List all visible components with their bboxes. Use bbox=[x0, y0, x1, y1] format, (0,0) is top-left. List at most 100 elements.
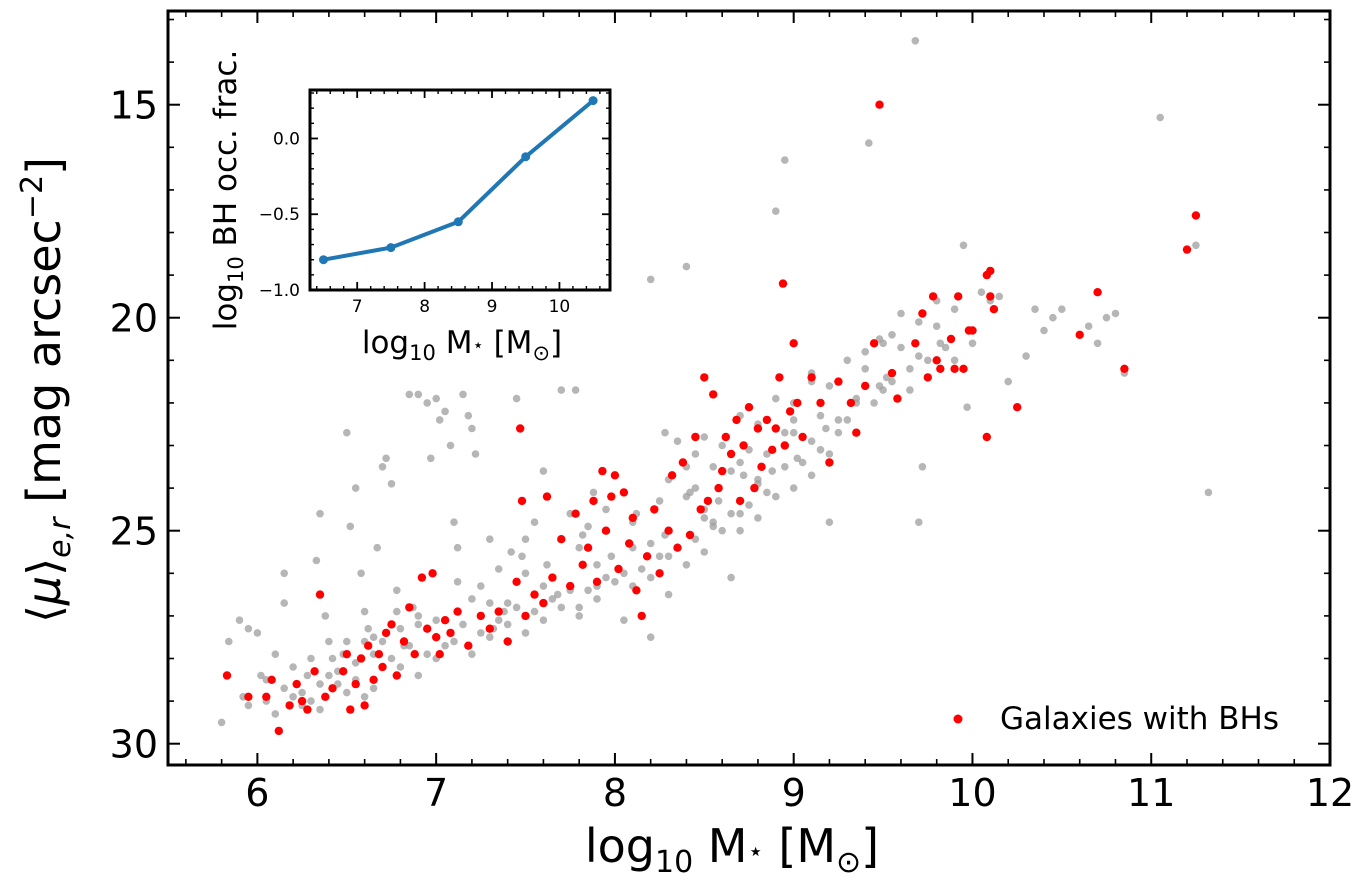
bh-galaxy-point bbox=[542, 492, 552, 501]
galaxy-point bbox=[915, 318, 923, 326]
galaxy-point bbox=[1084, 322, 1093, 331]
galaxy-point bbox=[950, 305, 959, 314]
bh-galaxy-point bbox=[852, 428, 861, 437]
main-axis-ticks bbox=[168, 11, 1331, 765]
bh-galaxy-point bbox=[417, 573, 427, 582]
galaxy-point bbox=[646, 539, 655, 548]
bh-galaxy-point bbox=[954, 292, 963, 301]
bh-galaxy-point bbox=[399, 637, 409, 646]
galaxy-point bbox=[593, 595, 601, 603]
galaxy-point bbox=[316, 705, 324, 714]
bh-galaxy-point bbox=[834, 377, 843, 386]
galaxy-point bbox=[950, 356, 959, 365]
inset-y-tick-label: 0.0 bbox=[273, 129, 300, 149]
galaxy-point bbox=[432, 616, 441, 624]
galaxy-point bbox=[396, 624, 405, 633]
bh-galaxy-point bbox=[428, 569, 437, 578]
legend-marker bbox=[953, 714, 963, 724]
galaxy-point bbox=[727, 509, 735, 518]
galaxy-point bbox=[325, 637, 333, 646]
galaxy-point bbox=[351, 659, 360, 667]
galaxy-point bbox=[298, 688, 306, 697]
galaxy-point bbox=[468, 595, 476, 603]
bh-galaxy-point bbox=[946, 334, 956, 344]
galaxy-point bbox=[477, 629, 485, 637]
inset-point bbox=[521, 152, 531, 162]
galaxy-point bbox=[727, 573, 735, 582]
galaxy-point bbox=[360, 607, 369, 616]
galaxy-point bbox=[571, 386, 580, 394]
galaxy-point bbox=[494, 616, 503, 624]
galaxy-point bbox=[768, 467, 776, 475]
bh-galaxy-point bbox=[356, 654, 366, 663]
bh-galaxy-point bbox=[709, 390, 718, 399]
galaxy-point bbox=[321, 612, 330, 620]
bh-galaxy-point bbox=[464, 641, 473, 650]
galaxy-point bbox=[661, 428, 669, 437]
galaxy-point bbox=[328, 654, 337, 663]
galaxy-point bbox=[518, 552, 526, 561]
bh-galaxy-point bbox=[601, 526, 611, 535]
galaxy-point bbox=[477, 582, 485, 590]
galaxy-point bbox=[620, 616, 628, 624]
bh-galaxy-point bbox=[267, 675, 276, 684]
bh-galaxy-point bbox=[923, 373, 932, 382]
galaxy-point bbox=[503, 599, 512, 607]
galaxy-point bbox=[453, 543, 462, 552]
bh-galaxy-point bbox=[512, 577, 521, 586]
galaxy-point bbox=[307, 697, 315, 705]
bh-galaxy-point bbox=[696, 505, 705, 514]
galaxy-point bbox=[875, 382, 884, 390]
galaxy-point bbox=[539, 467, 548, 475]
bh-galaxy-point bbox=[771, 424, 780, 433]
bh-galaxy-point bbox=[726, 449, 736, 459]
galaxy-point bbox=[507, 548, 515, 556]
inset-point bbox=[453, 217, 463, 227]
bh-galaxy-point bbox=[714, 483, 723, 493]
x-tick-label: 8 bbox=[603, 771, 627, 815]
galaxy-point bbox=[369, 633, 378, 641]
bh-galaxy-point bbox=[440, 616, 450, 625]
x-tick-label: 9 bbox=[782, 771, 806, 815]
bh-galaxy-point bbox=[578, 560, 587, 569]
galaxy-point bbox=[1058, 305, 1066, 314]
inset-x-tick-label: 10 bbox=[549, 297, 571, 317]
galaxy-point bbox=[781, 156, 789, 164]
galaxy-point bbox=[414, 671, 423, 680]
bh-galaxy-point bbox=[950, 364, 959, 373]
galaxy-point bbox=[578, 531, 587, 539]
galaxy-point bbox=[423, 650, 432, 658]
galaxy-point bbox=[736, 526, 744, 535]
bh-galaxy-point bbox=[637, 611, 646, 621]
bh-galaxy-point bbox=[1013, 403, 1022, 412]
galaxy-point bbox=[364, 624, 373, 633]
galaxy-point bbox=[316, 680, 324, 688]
y-tick-label: 25 bbox=[110, 510, 158, 554]
galaxy-point bbox=[911, 37, 920, 45]
galaxy-point bbox=[486, 535, 494, 543]
galaxy-point bbox=[963, 403, 971, 412]
galaxy-point bbox=[396, 663, 405, 671]
galaxy-point bbox=[807, 437, 816, 446]
galaxy-point bbox=[369, 684, 378, 693]
bh-galaxy-point bbox=[364, 641, 373, 650]
inset-axis-ticks bbox=[310, 90, 610, 291]
galaxy-point bbox=[557, 603, 566, 612]
galaxy-point bbox=[1093, 339, 1102, 348]
bh-galaxy-point bbox=[875, 100, 884, 109]
galaxy-point bbox=[870, 399, 878, 407]
galaxy-point bbox=[303, 671, 312, 680]
galaxy-point bbox=[906, 365, 914, 373]
galaxy-point bbox=[441, 641, 449, 650]
galaxy-point bbox=[343, 428, 351, 437]
galaxy-point bbox=[494, 565, 503, 573]
galaxy-point bbox=[459, 620, 467, 629]
galaxy-point bbox=[360, 693, 369, 701]
bh-galaxy-point bbox=[628, 513, 637, 523]
galaxy-point bbox=[772, 394, 780, 403]
bh-galaxy-point bbox=[928, 292, 938, 301]
galaxy-point bbox=[512, 603, 521, 612]
bh-galaxy-point bbox=[485, 624, 494, 633]
galaxy-point bbox=[897, 343, 905, 352]
galaxy-point bbox=[789, 416, 798, 424]
